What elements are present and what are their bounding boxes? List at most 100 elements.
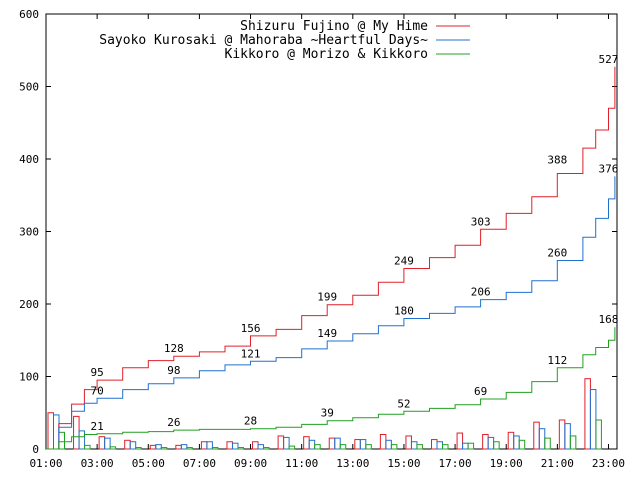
hourly-bar	[558, 419, 566, 450]
hourly-bar	[589, 389, 597, 450]
data-label: 199	[317, 291, 337, 304]
data-label: 156	[241, 322, 261, 335]
hourly-bar	[308, 439, 316, 450]
x-tick-label: 07:00	[183, 457, 216, 470]
x-tick-label: 15:00	[387, 457, 420, 470]
hourly-bar	[456, 432, 464, 450]
data-label: 206	[471, 286, 491, 299]
hourly-bar	[334, 437, 341, 450]
hourly-bar	[314, 444, 321, 450]
x-tick-label: 03:00	[81, 457, 114, 470]
hourly-bar	[328, 437, 336, 450]
hourly-bar	[482, 434, 489, 450]
y-tick-label: 100	[19, 371, 39, 384]
hourly-bar	[237, 447, 244, 450]
x-tick-label: 21:00	[541, 457, 574, 470]
hourly-bar	[78, 430, 86, 450]
hourly-bar	[124, 439, 131, 450]
hourly-bar	[365, 444, 372, 450]
hourly-bar	[385, 439, 392, 450]
data-label: 112	[547, 354, 567, 367]
hourly-bar	[518, 439, 526, 450]
hourly-bar	[538, 428, 546, 450]
series-line	[46, 327, 616, 450]
hourly-bar	[47, 412, 54, 450]
y-tick-label: 200	[19, 298, 39, 311]
hourly-bar	[155, 444, 162, 450]
hourly-bar	[104, 437, 111, 450]
x-tick-label: 11:00	[285, 457, 318, 470]
hourly-bar	[283, 436, 290, 450]
x-tick-label: 05:00	[132, 457, 165, 470]
hourly-bar	[416, 444, 423, 450]
data-label: 388	[547, 154, 567, 167]
legend-label: Kikkoro @ Morizo & Kikkoro	[225, 47, 429, 62]
data-label: 128	[164, 342, 184, 355]
series-lines	[46, 66, 616, 450]
x-tick-label: 01:00	[29, 457, 62, 470]
hourly-bar	[507, 431, 515, 450]
data-label: 376	[599, 162, 619, 175]
hourly-bar	[564, 423, 571, 450]
hourly-bars	[47, 378, 602, 450]
x-tick-label: 17:00	[439, 457, 472, 470]
hourly-bar	[467, 442, 475, 450]
hourly-bar	[149, 444, 157, 450]
hourly-bar	[513, 435, 520, 450]
hourly-bar	[462, 442, 469, 450]
hourly-bar	[354, 439, 361, 450]
data-label: 21	[91, 420, 104, 433]
data-label: 69	[474, 385, 487, 398]
data-label: 121	[241, 347, 261, 360]
hourly-bar	[175, 444, 182, 450]
hourly-bar	[84, 444, 91, 450]
hourly-bar	[200, 441, 208, 450]
hourly-bar	[595, 419, 602, 450]
data-label: 98	[167, 364, 180, 377]
hourly-bar	[263, 447, 270, 450]
hourly-bar	[544, 437, 551, 450]
hourly-bar	[160, 447, 168, 450]
hourly-bar	[487, 436, 495, 450]
x-tick-label: 09:00	[234, 457, 267, 470]
data-label: 70	[91, 384, 104, 397]
hourly-bar	[584, 378, 591, 450]
data-label: 39	[321, 407, 334, 420]
hourly-bar	[135, 447, 142, 450]
hourly-bar	[288, 445, 296, 450]
hourly-bar	[390, 444, 398, 450]
hourly-bar	[379, 434, 387, 450]
hourly-bar	[58, 431, 65, 450]
hourly-bar	[569, 435, 577, 450]
data-label: 303	[471, 215, 491, 228]
hourly-bar	[226, 441, 233, 450]
hourly-bar	[252, 441, 259, 450]
data-label: 527	[599, 53, 619, 66]
y-tick-label: 300	[19, 226, 39, 239]
y-tick-label: 600	[19, 8, 39, 21]
legend-label: Sayoko Kurosaki @ Mahoraba ~Heartful Day…	[99, 33, 428, 48]
series-line	[46, 176, 616, 450]
data-label: 52	[397, 397, 410, 410]
y-tick-label: 0	[32, 443, 39, 456]
hourly-bar	[359, 439, 367, 450]
x-tick-label: 19:00	[490, 457, 523, 470]
hourly-bar	[339, 444, 347, 450]
x-tick-label: 13:00	[336, 457, 369, 470]
hourly-bar	[206, 441, 213, 450]
hourly-bar	[303, 436, 310, 450]
hourly-bar	[53, 414, 60, 450]
y-tick-label: 400	[19, 153, 39, 166]
hourly-bar	[180, 444, 188, 450]
hourly-bar	[257, 444, 265, 450]
hourly-bar	[410, 441, 418, 450]
hourly-bar	[73, 415, 80, 450]
data-label: 168	[599, 313, 619, 326]
hourly-bar	[231, 442, 239, 450]
data-label: 28	[244, 415, 257, 428]
hourly-bar	[186, 447, 193, 450]
hourly-bar	[129, 441, 137, 450]
data-label: 26	[167, 416, 180, 429]
